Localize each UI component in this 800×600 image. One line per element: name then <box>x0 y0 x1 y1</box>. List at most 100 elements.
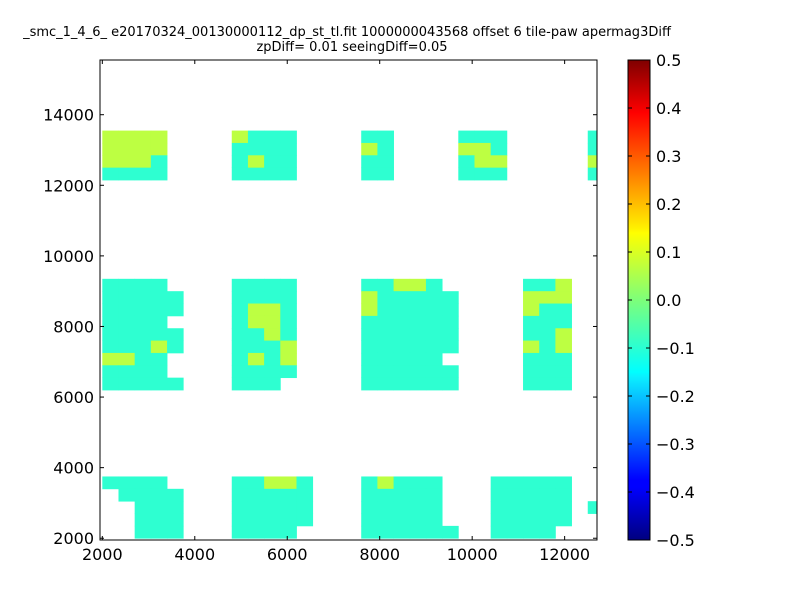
y-tick-label: 12000 <box>43 176 94 195</box>
heatmap-cell <box>150 315 168 329</box>
heatmap-cell <box>766 489 783 502</box>
heatmap-cell <box>442 525 459 539</box>
heatmap-cell <box>361 513 378 527</box>
heatmap-cell <box>458 142 475 156</box>
heatmap-cell <box>118 352 136 366</box>
heatmap-cell <box>361 278 378 292</box>
heatmap-cell <box>361 525 378 539</box>
heatmap-cell <box>361 328 378 341</box>
heatmap-cell <box>474 155 492 169</box>
heatmap-cell <box>361 315 378 329</box>
heatmap-cell <box>425 278 443 292</box>
colorbar-tick-label: −0.1 <box>656 339 695 358</box>
heatmap-cell <box>280 291 297 304</box>
heatmap-cell <box>377 501 394 514</box>
heatmap-cell <box>523 328 540 341</box>
heatmap-cell <box>555 291 572 304</box>
heatmap-cell <box>280 167 297 181</box>
x-tick-label: 8000 <box>359 545 400 564</box>
heatmap-cell <box>766 353 783 366</box>
heatmap-cell <box>377 525 394 539</box>
heatmap-cell <box>377 377 394 391</box>
heatmap-cell <box>425 501 443 514</box>
heatmap-cell <box>102 328 119 341</box>
heatmap-cell <box>167 501 184 514</box>
heatmap-cell <box>604 131 621 144</box>
heatmap-cell <box>280 513 297 527</box>
colorbar-tick-label: 0.1 <box>656 243 681 262</box>
heatmap-cell <box>231 315 249 329</box>
heatmap-cells <box>102 130 783 539</box>
heatmap-cell <box>118 155 136 169</box>
heatmap-cell <box>523 315 540 329</box>
heatmap-cell <box>264 501 281 514</box>
heatmap-cell <box>134 377 152 391</box>
heatmap-cell <box>134 167 152 181</box>
heatmap-cell <box>523 488 540 502</box>
heatmap-cell <box>393 352 411 366</box>
heatmap-cell <box>377 167 394 181</box>
heatmap-cell <box>150 525 168 539</box>
heatmap-cell <box>102 377 119 391</box>
heatmap-cell <box>425 377 443 391</box>
heatmap-cell <box>361 167 378 181</box>
heatmap-cell <box>247 476 265 490</box>
heatmap-cell <box>377 340 394 354</box>
heatmap-cell <box>247 155 265 169</box>
heatmap-cell <box>264 365 281 379</box>
heatmap-cell <box>766 341 783 354</box>
heatmap-cell <box>555 501 572 514</box>
heatmap-cell <box>264 291 281 304</box>
heatmap-cell <box>766 378 783 391</box>
y-tick-label: 10000 <box>43 247 94 266</box>
heatmap-cell <box>409 278 427 292</box>
heatmap-cell <box>555 365 572 379</box>
heatmap-cell <box>555 488 572 502</box>
heatmap-cell <box>490 513 508 527</box>
heatmap-cell <box>102 476 119 490</box>
heatmap-cell <box>264 303 281 317</box>
heatmap-cell <box>490 488 508 502</box>
x-tick-label: 10000 <box>447 545 498 564</box>
heatmap-cell <box>150 155 168 169</box>
heatmap-cell <box>377 328 394 341</box>
heatmap-cell <box>393 303 411 317</box>
heatmap-cell <box>361 340 378 354</box>
heatmap-cell <box>458 155 475 169</box>
heatmap-cell <box>733 378 750 391</box>
heatmap-cell <box>506 525 524 539</box>
heatmap-cell <box>555 278 572 292</box>
heatmap-cell <box>150 142 168 156</box>
heatmap-cell <box>701 143 718 156</box>
heatmap-cell <box>134 525 152 539</box>
heatmap-cell <box>409 315 427 329</box>
heatmap-cell <box>280 315 297 329</box>
heatmap-cell <box>539 291 556 304</box>
heatmap-cell <box>102 365 119 379</box>
heatmap-cell <box>393 291 411 304</box>
heatmap-cell <box>247 303 265 317</box>
heatmap-cell <box>523 278 540 292</box>
heatmap-cell <box>539 525 556 539</box>
colorbar-tick-label: 0.4 <box>656 99 681 118</box>
heatmap-cell <box>118 315 136 329</box>
heatmap-cell <box>247 130 265 144</box>
chart-title-line2: zpDiff= 0.01 seeingDiff=0.05 <box>256 40 448 55</box>
heatmap-cell <box>442 328 459 341</box>
heatmap-cell <box>264 167 281 181</box>
heatmap-cell <box>102 142 119 156</box>
colorbar-tick-label: 0.3 <box>656 147 681 166</box>
heatmap-cell <box>264 278 281 292</box>
heatmap-cell <box>766 365 783 378</box>
heatmap-cell <box>409 303 427 317</box>
heatmap-cell <box>539 278 556 292</box>
heatmap-cell <box>134 278 152 292</box>
heatmap-cell <box>523 513 540 527</box>
heatmap-cell <box>280 142 297 156</box>
heatmap-cell <box>134 352 152 366</box>
y-tick-label: 14000 <box>43 106 94 125</box>
heatmap-cell <box>474 167 492 181</box>
heatmap-cell <box>393 365 411 379</box>
heatmap-cell <box>264 513 281 527</box>
heatmap-cell <box>280 476 297 490</box>
